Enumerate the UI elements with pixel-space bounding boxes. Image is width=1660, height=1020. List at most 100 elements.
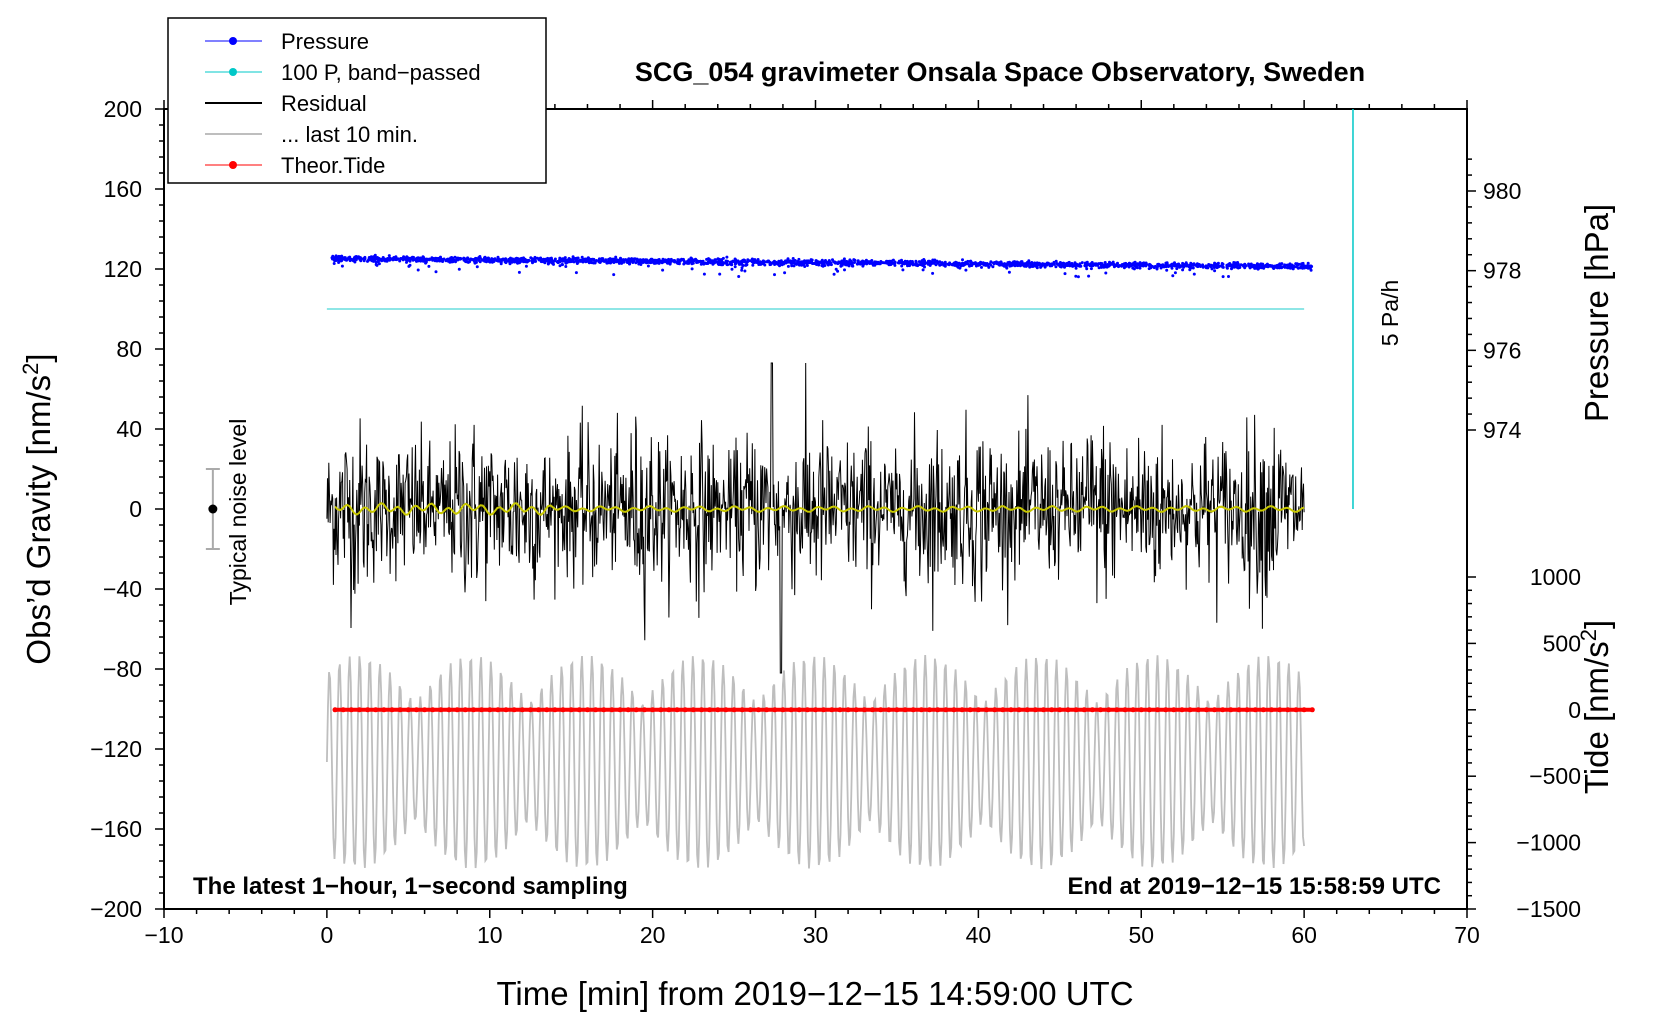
pressure-point xyxy=(702,272,706,276)
pressure-point xyxy=(879,260,883,264)
y-axis-tide-title-sup: 2 xyxy=(1576,629,1601,641)
legend-swatch-dot xyxy=(229,161,237,169)
tide-point xyxy=(585,707,590,713)
pressure-point xyxy=(1165,268,1169,272)
legend-label: 100 P, band−passed xyxy=(281,60,481,85)
pressure-point xyxy=(803,265,807,268)
pressure-point xyxy=(774,261,778,265)
pressure-point xyxy=(1248,266,1252,270)
pressure-point xyxy=(1176,263,1180,267)
pressure-point xyxy=(374,260,378,264)
pressure-point xyxy=(870,259,874,262)
tide-point xyxy=(984,707,989,713)
pressure-point xyxy=(951,263,954,267)
y-axis-pressure: 974 976 978 980 xyxy=(1467,158,1522,443)
x-axis: −10 0 10 20 30 40 50 60 70 xyxy=(144,100,1480,948)
pressure-point xyxy=(779,259,783,263)
pressure-point xyxy=(1292,264,1296,268)
pressure-point xyxy=(572,260,576,264)
pressure-point xyxy=(1210,263,1214,267)
pressure-point xyxy=(1255,262,1259,266)
pressure-point xyxy=(773,273,776,277)
tide-point xyxy=(1155,707,1160,713)
pressure-rate-label: 5 Pa/h xyxy=(1377,280,1403,347)
tide-point xyxy=(829,707,835,713)
pressure-point xyxy=(1249,262,1253,266)
pressure-point xyxy=(891,258,895,262)
pressure-point xyxy=(979,260,983,264)
y-tick-label: −40 xyxy=(103,576,142,602)
tide-point xyxy=(666,707,672,713)
tide-point xyxy=(1041,707,1046,713)
legend-label: ... last 10 min. xyxy=(281,122,418,147)
pressure-point xyxy=(549,258,553,262)
pressure-point xyxy=(694,257,698,261)
pressure-point xyxy=(1309,268,1313,272)
tide-point xyxy=(1269,707,1274,713)
tide-point xyxy=(1236,707,1242,713)
pressure-point xyxy=(1015,260,1019,264)
pressure-point xyxy=(1175,267,1179,271)
tide-point xyxy=(682,707,688,713)
y-tick-label: −80 xyxy=(103,656,142,682)
pressure-point xyxy=(1135,266,1139,270)
pressure-point xyxy=(1051,262,1055,266)
tide-point xyxy=(910,707,916,713)
pressure-point xyxy=(510,259,514,263)
pressure-point xyxy=(1291,267,1295,271)
pressure-point xyxy=(801,260,804,264)
pressure-point xyxy=(733,257,737,261)
tide-point xyxy=(438,707,444,713)
pressure-point xyxy=(1286,263,1289,267)
theoretical-tide-series xyxy=(332,707,1315,713)
tide-point xyxy=(861,707,867,713)
pressure-point xyxy=(1189,264,1193,268)
tide-point xyxy=(1114,707,1120,713)
pressure-point xyxy=(1101,265,1104,269)
pressure-point xyxy=(468,260,471,264)
y-tick-label: −120 xyxy=(90,736,142,762)
tide-point xyxy=(511,707,517,713)
pressure-point xyxy=(385,258,389,261)
pressure-point xyxy=(914,261,918,265)
pressure-point xyxy=(1054,259,1058,263)
pressure-point xyxy=(1063,264,1067,268)
pressure-point xyxy=(592,261,595,265)
pressure-point xyxy=(1045,261,1049,265)
tide-tick-label: −1500 xyxy=(1516,896,1581,922)
pressure-point xyxy=(839,260,843,264)
pressure-point xyxy=(1136,262,1139,266)
pressure-point xyxy=(777,259,781,263)
pressure-point xyxy=(743,259,747,262)
pressure-point xyxy=(1225,266,1229,270)
x-tick-label: 20 xyxy=(640,922,666,948)
pressure-point xyxy=(564,261,568,264)
tide-point xyxy=(1049,707,1055,713)
tide-point xyxy=(1146,707,1152,713)
pressure-point xyxy=(1059,265,1063,269)
pressure-point xyxy=(946,262,950,266)
pressure-point xyxy=(644,260,648,264)
pressure-point xyxy=(612,273,616,277)
legend-entry: ... last 10 min. xyxy=(205,122,418,147)
tide-point xyxy=(1309,707,1315,713)
pressure-point xyxy=(976,262,980,266)
pressure-point xyxy=(876,260,880,264)
tide-point xyxy=(739,707,745,713)
pressure-point xyxy=(374,263,378,267)
pressure-point xyxy=(786,264,790,268)
tide-tick-label: 500 xyxy=(1543,630,1581,656)
pressure-point xyxy=(917,260,921,264)
pressure-point xyxy=(1028,261,1032,265)
pressure-point xyxy=(1155,265,1159,269)
pressure-point xyxy=(1020,261,1024,265)
y-axis-tide-title-main: Tide [nm/s xyxy=(1578,641,1615,794)
tide-tick-label: 0 xyxy=(1568,697,1581,723)
pressure-point xyxy=(701,259,705,263)
pressure-point xyxy=(726,263,730,267)
pressure-point xyxy=(1103,261,1107,264)
pressure-point xyxy=(519,260,522,264)
pressure-point xyxy=(768,262,772,265)
pressure-point xyxy=(710,260,714,263)
legend-label: Theor.Tide xyxy=(281,153,385,178)
